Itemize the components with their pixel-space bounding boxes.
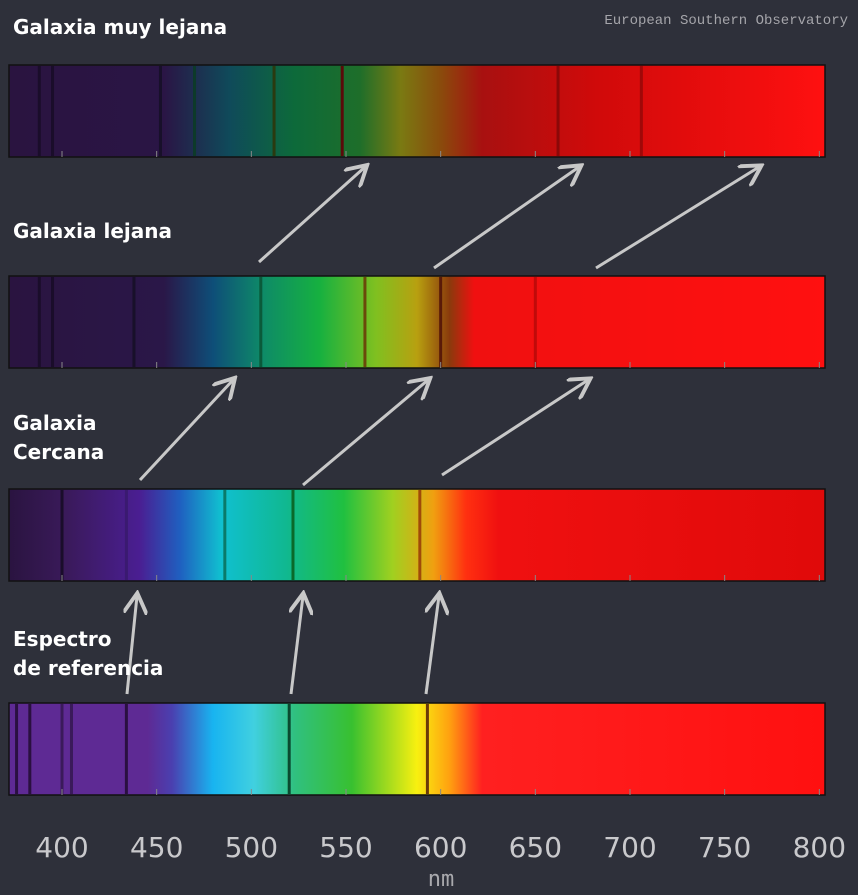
spectrum-label: Cercana — [13, 440, 104, 464]
spectrum-bar — [8, 275, 826, 369]
x-tick-label: 500 — [225, 831, 278, 864]
spectrum-bar — [8, 64, 826, 158]
x-tick-label: 550 — [319, 831, 372, 864]
spectra — [8, 64, 826, 796]
x-tick-label: 600 — [414, 831, 467, 864]
shift-arrows — [127, 167, 759, 695]
x-tick-label: 650 — [509, 831, 562, 864]
x-tick-label: 700 — [603, 831, 656, 864]
axis-label: nm — [428, 867, 455, 892]
x-tick-label: 750 — [698, 831, 751, 864]
spectrum-label: Galaxia muy lejana — [13, 15, 227, 39]
credit: European Southern Observatory — [604, 13, 848, 29]
spectrum-label: de referencia — [13, 656, 163, 680]
x-tick-label: 450 — [130, 831, 183, 864]
x-tick-label: 400 — [35, 831, 88, 864]
spectrum-bar — [8, 488, 826, 582]
spectrum-label: Espectro — [13, 627, 111, 651]
spectrum-label: Galaxia lejana — [13, 219, 172, 243]
spectrum-bar — [8, 702, 826, 796]
spectrum-label: Galaxia — [13, 411, 97, 435]
x-tick-label: 800 — [793, 831, 846, 864]
